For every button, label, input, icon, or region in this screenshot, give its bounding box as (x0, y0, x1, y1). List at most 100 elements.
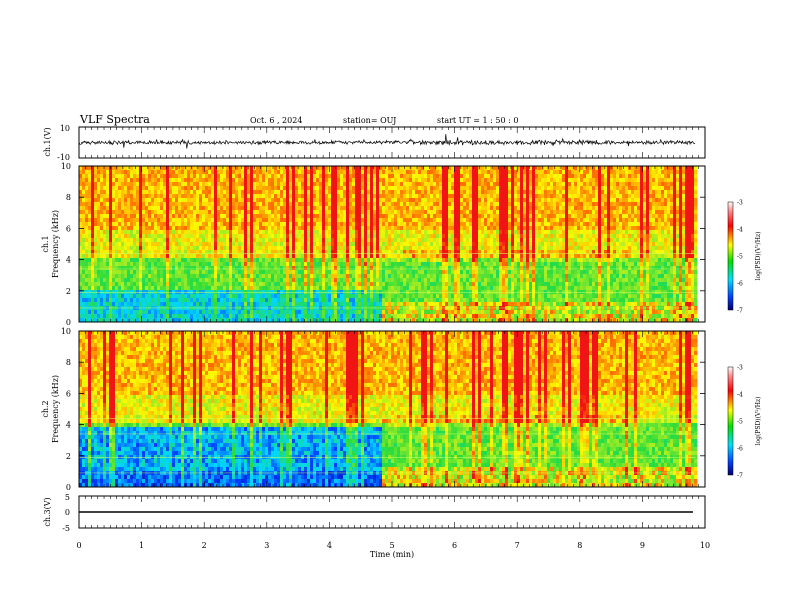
spectrogram-cell (136, 230, 140, 235)
spectrogram-cell (148, 274, 152, 279)
spectrogram-cell (412, 266, 416, 271)
spectrogram-cell (193, 214, 197, 219)
spectrogram-cell (361, 194, 365, 199)
spectrogram-cell (259, 186, 263, 191)
spectrogram-cell (118, 166, 122, 171)
spectrogram-cell (409, 274, 413, 279)
spectrogram-cell (139, 206, 143, 211)
spectrogram-cell (424, 238, 428, 243)
spectrogram-cell (430, 274, 434, 279)
spectrogram-cell (163, 250, 167, 255)
spectrogram-cell (142, 298, 146, 303)
spectrogram-cell (421, 274, 425, 279)
spectrogram-cell (334, 250, 338, 255)
spectrogram-cell (166, 234, 170, 239)
spectrogram-cell (277, 230, 281, 235)
spectrogram-cell (388, 174, 392, 179)
spectrogram-cell (235, 170, 239, 175)
spectrogram-cell (148, 302, 152, 307)
spectrogram-cell (307, 174, 311, 179)
spectrogram-cell (442, 218, 446, 223)
spectrogram-cell (100, 314, 104, 319)
spectrogram-cell (115, 286, 119, 291)
spectrogram-cell (370, 214, 374, 219)
spectrogram-cell (406, 210, 410, 215)
spectrogram-cell (214, 226, 218, 231)
spectrogram-cell (139, 226, 143, 231)
spectrogram-cell (127, 286, 131, 291)
spectrogram-cell (406, 178, 410, 183)
spectrogram-cell (436, 194, 440, 199)
spectrogram-cell (202, 238, 206, 243)
spectrogram-cell (193, 182, 197, 187)
spectrogram-cell (355, 222, 359, 227)
spectrogram-cell (271, 186, 275, 191)
spectrogram-cell (148, 246, 152, 251)
spectrogram-cell (367, 210, 371, 215)
spectrogram-cell (457, 278, 461, 283)
spectrogram-cell (157, 318, 161, 323)
spectrogram-cell (238, 198, 242, 203)
spectrogram-cell (163, 198, 167, 203)
spectrogram-cell (343, 310, 347, 315)
spectrogram-cell (319, 190, 323, 195)
spectrogram-cell (112, 222, 116, 227)
spectrogram-cell (139, 250, 143, 255)
spectrogram-cell (430, 210, 434, 215)
spectrogram-cell (412, 214, 416, 219)
spectrogram-cell (412, 166, 416, 171)
spectrogram-cell (337, 294, 341, 299)
spectrogram-cell (139, 318, 143, 323)
spectrogram-cell (313, 226, 317, 231)
spectrogram-cell (361, 314, 365, 319)
spectrogram-cell (256, 270, 260, 275)
spectrogram-cell (163, 266, 167, 271)
spectrogram-cell (259, 274, 263, 279)
spectrogram-cell (385, 202, 389, 207)
spectrogram-cell (145, 242, 149, 247)
spectrogram-cell (193, 314, 197, 319)
spectrogram-cell (187, 310, 191, 315)
spectrogram-cell (82, 250, 86, 255)
spectrogram-cell (184, 230, 188, 235)
spectrogram-cell (178, 286, 182, 291)
spectrogram-cell (406, 242, 410, 247)
spectrogram-cell (202, 206, 206, 211)
spectrogram-cell (271, 262, 275, 267)
spectrogram-cell (163, 310, 167, 315)
spectrogram-cell (97, 246, 101, 251)
spectrogram-cell (154, 246, 158, 251)
spectrogram-cell (268, 282, 272, 287)
spectrogram-cell (400, 246, 404, 251)
spectrogram-cell (262, 186, 266, 191)
spectrogram-cell (127, 262, 131, 267)
spectrogram-cell (280, 262, 284, 267)
spectrogram-cell (277, 310, 281, 315)
spectrogram-cell (136, 222, 140, 227)
spectrogram-cell (175, 270, 179, 275)
spectrogram-cell (376, 314, 380, 319)
spectrogram-cell (340, 274, 344, 279)
spectrogram-cell (289, 198, 293, 203)
spectrogram-cell (268, 218, 272, 223)
spectrogram-cell (301, 258, 305, 263)
spectrogram-cell (94, 170, 98, 175)
spectrogram-cell (142, 266, 146, 271)
spectrogram-cell (355, 226, 359, 231)
spectrogram-cell (112, 170, 116, 175)
spectrogram-cell (199, 262, 203, 267)
spectrogram-cell (256, 214, 260, 219)
spectrogram-cell (403, 222, 407, 227)
spectrogram-cell (271, 250, 275, 255)
spectrogram-cell (85, 278, 89, 283)
spectrogram-cell (307, 274, 311, 279)
spectrogram-cell (109, 210, 113, 215)
spectrogram-cell (256, 194, 260, 199)
spectrogram-cell (196, 182, 200, 187)
spectrogram-cell (391, 214, 395, 219)
spectrogram-cell (172, 302, 176, 307)
spectrogram-cell (337, 238, 341, 243)
spectrogram-cell (361, 222, 365, 227)
spectrogram-cell (253, 302, 257, 307)
spectrogram-cell (295, 302, 299, 307)
